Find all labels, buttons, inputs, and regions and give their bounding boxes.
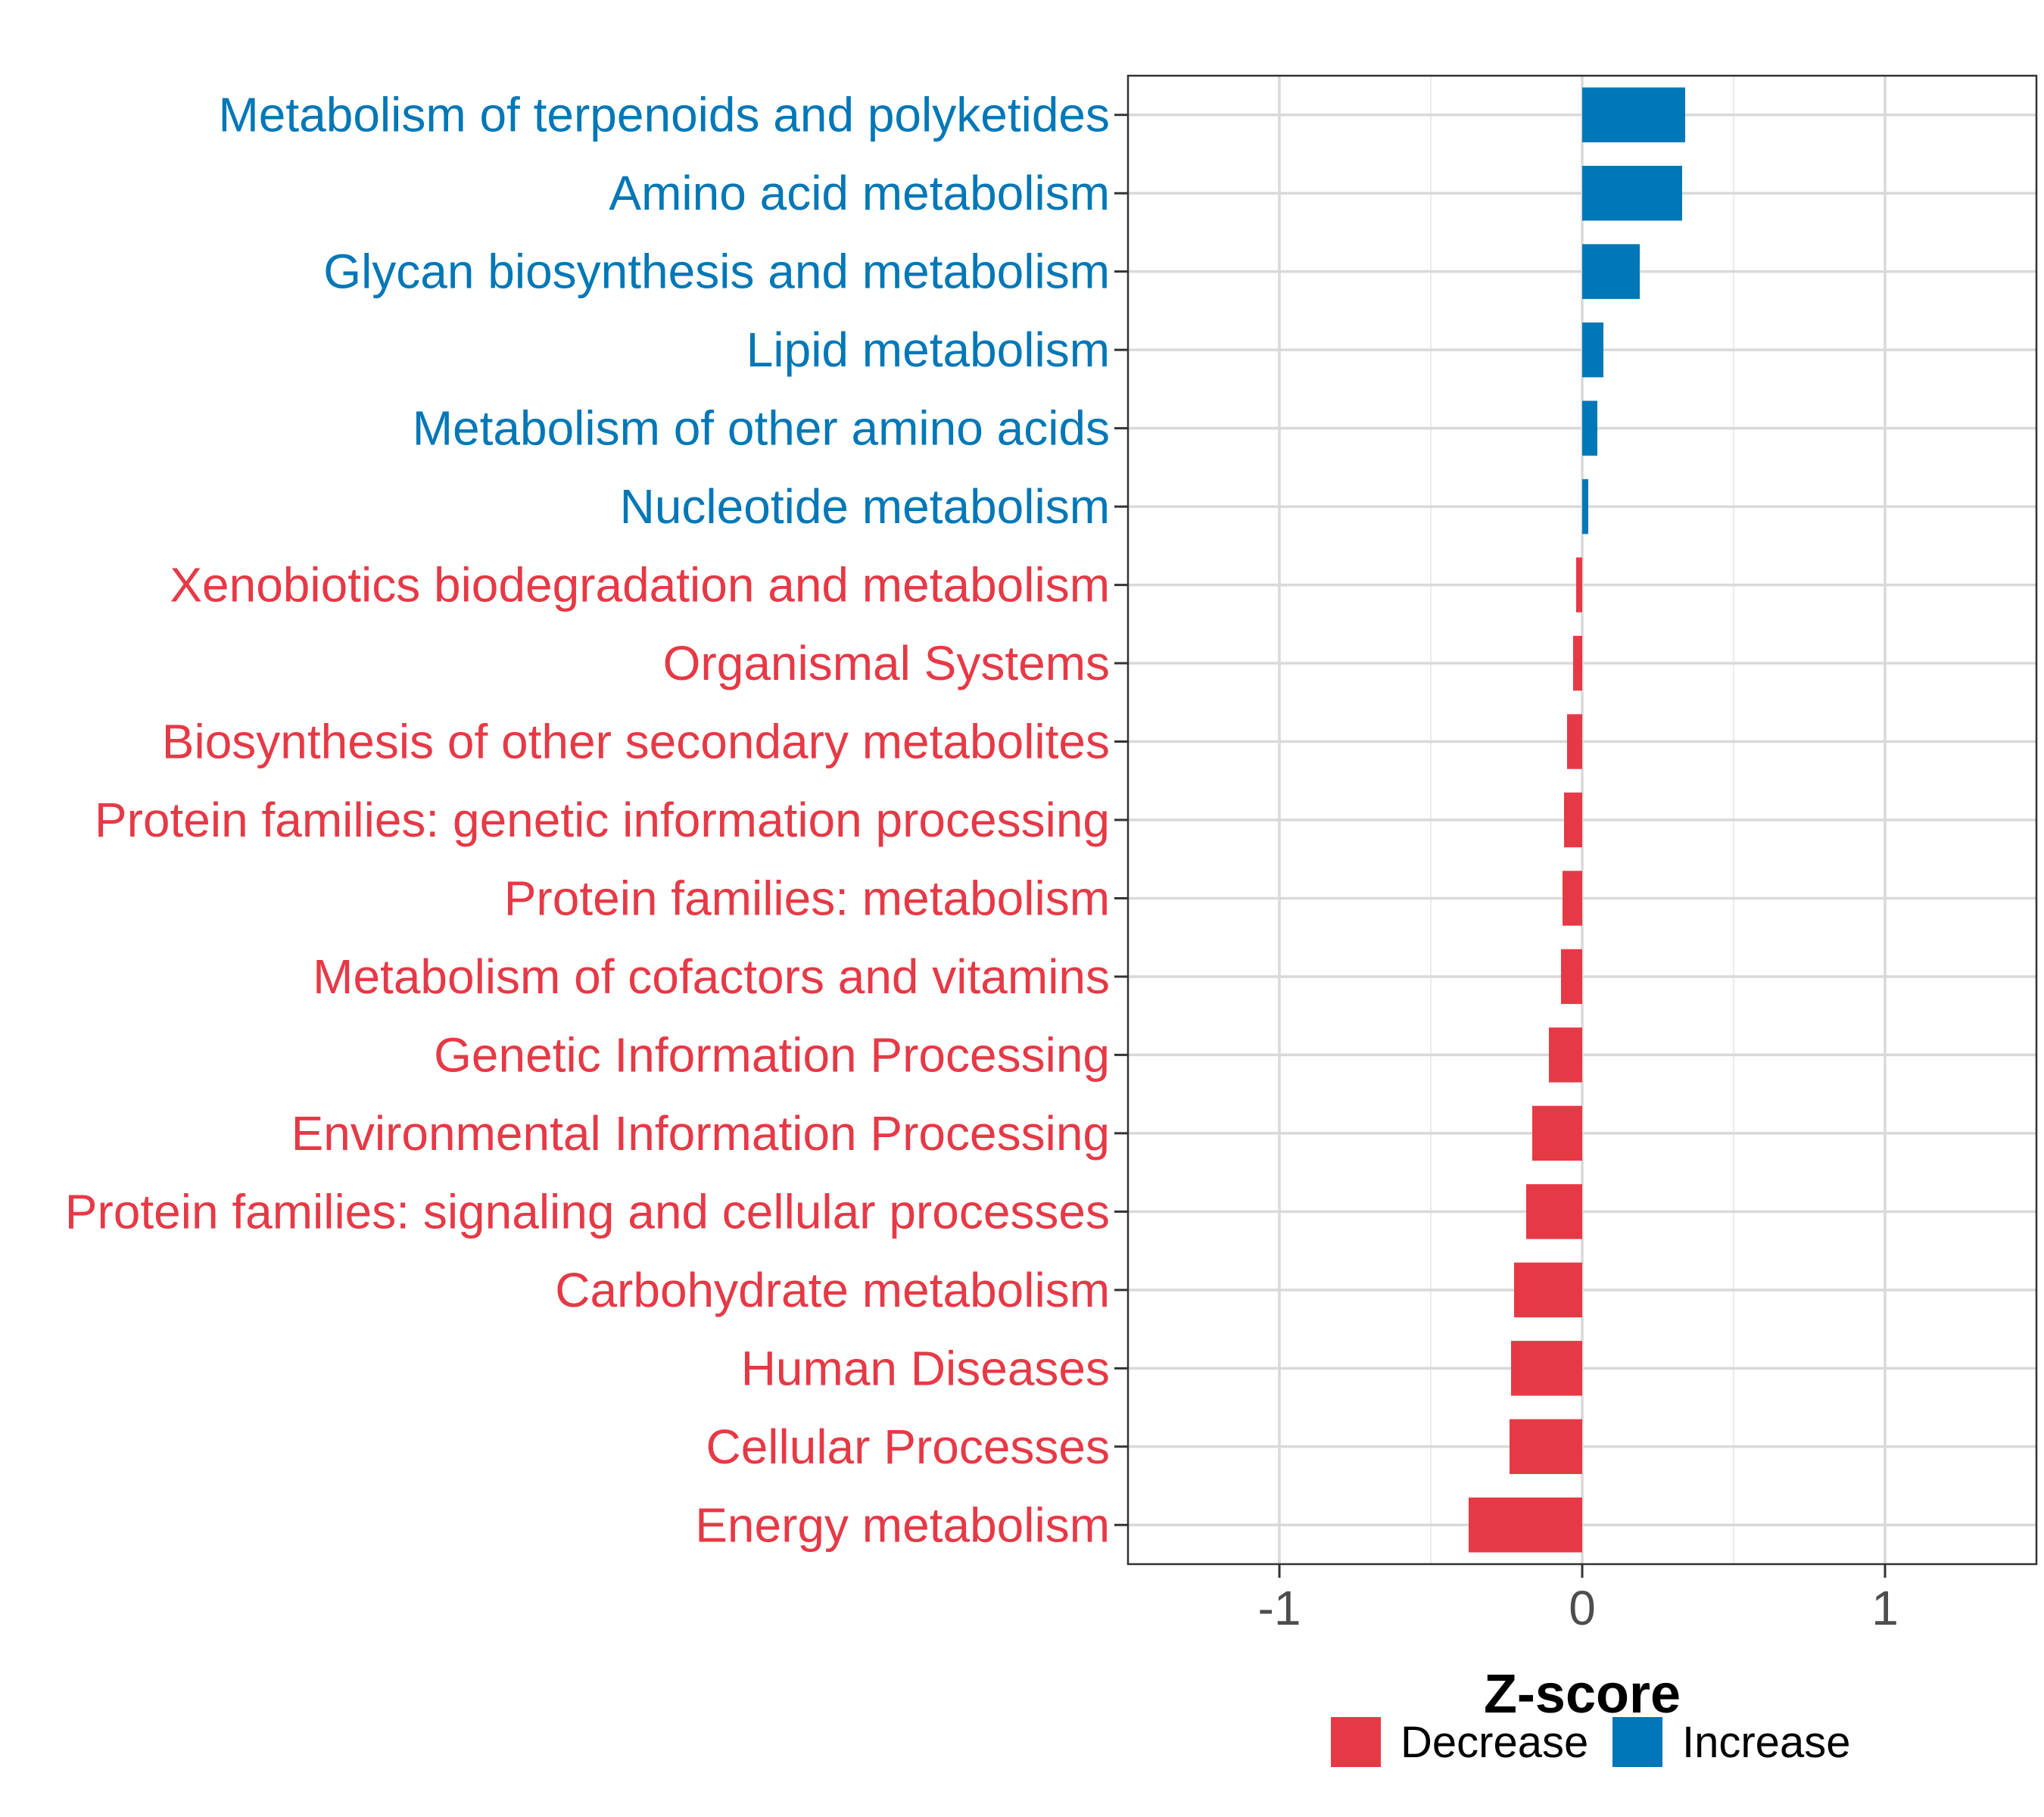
category-label: Amino acid metabolism — [609, 166, 1110, 220]
x-tick-label: 1 — [1871, 1581, 1899, 1635]
category-label: Metabolism of other amino acids — [413, 401, 1110, 456]
category-label: Glycan biosynthesis and metabolism — [323, 245, 1110, 299]
x-tick-label: -1 — [1258, 1581, 1301, 1635]
category-label: Nucleotide metabolism — [620, 479, 1110, 534]
legend: Decrease Increase — [1331, 1717, 1850, 1767]
bar-increase — [1582, 400, 1597, 456]
legend-label-increase: Increase — [1682, 1718, 1850, 1767]
x-axis-title: Z-score — [1484, 1664, 1681, 1725]
bar-decrease — [1511, 1341, 1582, 1396]
bar-increase — [1582, 165, 1682, 221]
bar-decrease — [1549, 1027, 1582, 1083]
bar-decrease — [1564, 792, 1582, 848]
category-label: Metabolism of terpenoids and polyketides — [218, 88, 1110, 142]
category-label: Genetic Information Processing — [434, 1027, 1110, 1082]
category-label: Energy metabolism — [695, 1498, 1110, 1552]
category-label: Protein families: metabolism — [504, 871, 1110, 925]
bar-decrease — [1510, 1419, 1582, 1475]
x-axis: -1 0 1 — [1258, 1564, 1899, 1635]
legend-key-increase — [1612, 1717, 1662, 1767]
category-label: Biosynthesis of other secondary metaboli… — [162, 715, 1110, 769]
category-label: Lipid metabolism — [746, 323, 1110, 377]
bar-increase — [1582, 322, 1603, 378]
bar-decrease — [1514, 1262, 1582, 1318]
x-tick-label: 0 — [1569, 1581, 1596, 1635]
bar-increase — [1582, 244, 1640, 299]
bar-layer — [1469, 87, 1685, 1553]
bar-decrease — [1526, 1184, 1582, 1239]
bar-decrease — [1563, 871, 1582, 926]
bar-decrease — [1532, 1105, 1582, 1161]
category-label: Environmental Information Processing — [291, 1106, 1110, 1161]
bar-increase — [1582, 478, 1588, 535]
category-label: Organismal Systems — [663, 636, 1110, 690]
bar-decrease — [1576, 557, 1582, 612]
bar-decrease — [1561, 949, 1582, 1005]
category-label: Metabolism of cofactors and vitamins — [313, 949, 1110, 1004]
category-label: Protein families: genetic information pr… — [95, 793, 1110, 847]
category-label: Cellular Processes — [706, 1420, 1110, 1474]
bar-decrease — [1567, 714, 1582, 769]
category-label: Human Diseases — [741, 1341, 1110, 1395]
category-label: Protein families: signaling and cellular… — [65, 1184, 1110, 1239]
bar-decrease — [1469, 1498, 1582, 1553]
legend-key-decrease — [1331, 1717, 1381, 1767]
category-label: Carbohydrate metabolism — [555, 1263, 1110, 1317]
category-label: Xenobiotics biodegradation and metabolis… — [170, 558, 1110, 612]
y-axis: Metabolism of terpenoids and polyketides… — [65, 88, 1128, 1552]
bar-increase — [1582, 87, 1685, 142]
legend-label-decrease: Decrease — [1401, 1718, 1588, 1767]
bar-decrease — [1573, 635, 1582, 691]
